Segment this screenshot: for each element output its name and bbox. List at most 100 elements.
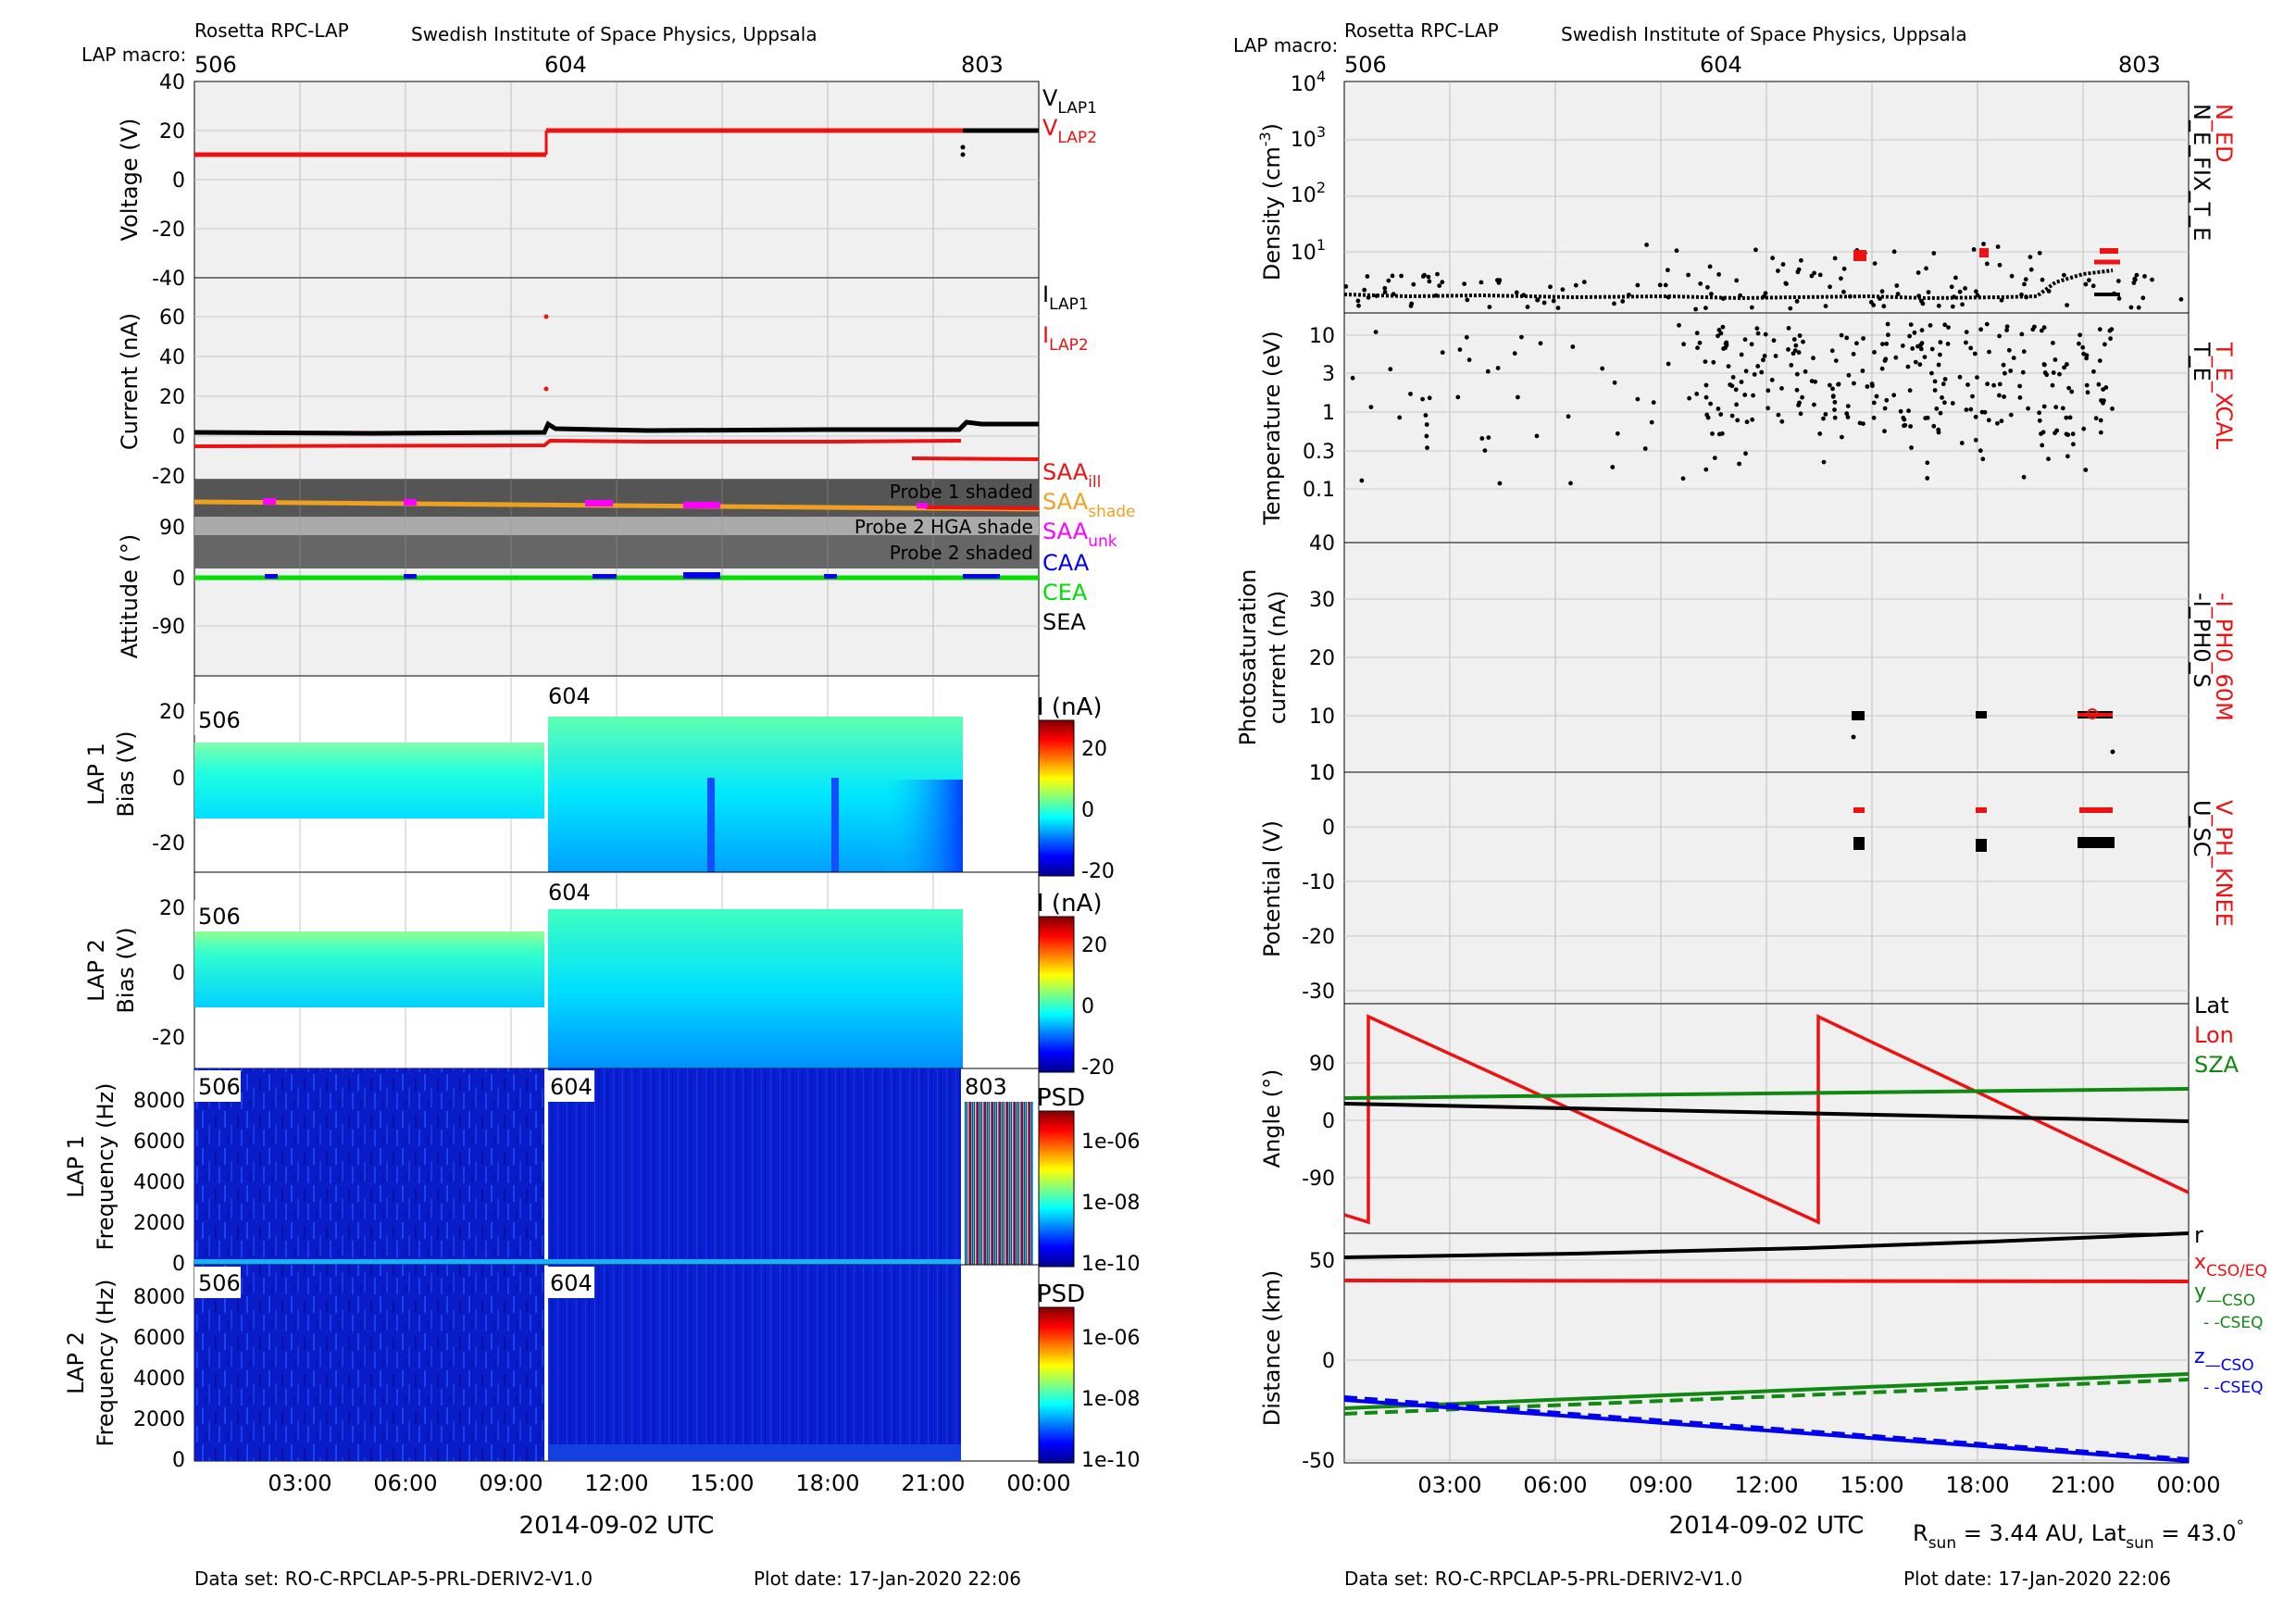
lap2-psd-colorbar <box>1038 1306 1075 1464</box>
lap2-bias-ylabel-2: Bias (V) <box>113 927 139 1013</box>
attitude-saa-unk-mark <box>917 503 928 508</box>
scatter-point <box>1697 340 1703 345</box>
lap2-psd-ytick: 6000 <box>133 1327 185 1350</box>
scatter-point <box>1729 383 1735 389</box>
lap1-psd-tag-803: 803 <box>965 1074 1007 1100</box>
lap2-tag-604-bg <box>548 1267 594 1298</box>
lap1-bias-fade <box>880 780 963 872</box>
time-tick-label: 21:00 <box>2051 1472 2115 1498</box>
scatter-point <box>2032 324 2037 330</box>
scatter-point <box>1753 247 1758 253</box>
lap1-psd-cbar-title: PSD <box>1037 1084 1085 1112</box>
scatter-point <box>1879 366 1885 371</box>
scatter-point <box>1925 415 1930 420</box>
scatter-point <box>2065 432 2071 437</box>
scatter-point <box>2041 325 2047 331</box>
distance-legend-z-cseq: - -CSEQ <box>2203 1379 2263 1397</box>
scatter-point <box>1986 418 1991 423</box>
scatter-point <box>1420 396 1425 402</box>
scatter-point <box>2046 289 2052 294</box>
current-ytick-0: 0 <box>172 426 185 449</box>
scatter-point <box>1915 270 1921 275</box>
lap2-bias-colorbar <box>1038 916 1075 1073</box>
scatter-point <box>1860 369 1866 373</box>
scatter-point <box>1801 339 1805 344</box>
scatter-point <box>1872 350 1877 355</box>
photo-ytick: 30 <box>1309 589 1335 612</box>
potential-ytick: 0 <box>1322 817 1335 840</box>
scatter-point <box>1620 299 1626 304</box>
panel-lap1-psd: 506 604 803 8000 6000 4000 2000 0 LAP 1 … <box>63 1068 1140 1276</box>
scatter-point <box>1931 423 1937 429</box>
time-tick-label: 18:00 <box>1945 1472 2009 1498</box>
scatter-point <box>1836 381 1841 387</box>
lap1-psd-ylabel-2: Frequency (Hz) <box>93 1083 119 1251</box>
attitude-saa-unk-mark <box>683 502 720 508</box>
scatter-point <box>1635 282 1641 288</box>
scatter-point <box>1909 445 1914 450</box>
scatter-point <box>1743 451 1748 456</box>
potential-ytick: -30 <box>1302 981 1335 1004</box>
temperature-scatter-sparse <box>1350 322 1691 486</box>
scatter-point <box>1615 431 1620 436</box>
scatter-point <box>1999 418 2004 424</box>
scatter-point <box>1960 302 1965 307</box>
scatter-point <box>1686 272 1691 278</box>
scatter-point <box>1551 298 1556 304</box>
scatter-point <box>1411 281 1416 287</box>
lap2-psd-cbar-tick: 1e-10 <box>1081 1449 1140 1472</box>
scatter-point <box>2097 358 2103 363</box>
scatter-point <box>2053 405 2059 410</box>
scatter-point <box>1893 355 1899 360</box>
left-footer-dataset: Data set: RO-C-RPCLAP-5-PRL-DERIV2-V1.0 <box>194 1568 593 1590</box>
temperature-ylabel: Temperature (eV) <box>1259 331 1285 526</box>
current-ilap2-line <box>193 438 962 448</box>
density-legend-nfix: N_E_FIX_T_E <box>2189 104 2215 241</box>
scatter-point <box>1796 350 1802 356</box>
scatter-point <box>1922 355 1928 359</box>
scatter-point <box>1521 293 1527 298</box>
voltage-legend-vlap1: VLAP1 <box>1042 85 1097 118</box>
temperature-legend-te: T_E <box>2189 342 2215 381</box>
lap2-psd-ytick: 0 <box>172 1449 185 1472</box>
density-ytick: 102 <box>1291 179 1326 207</box>
scatter-point <box>1786 347 1791 352</box>
scatter-point <box>1832 415 1838 420</box>
lap2-psd-cbar-tick: 1e-06 <box>1081 1327 1140 1350</box>
lap2-tag-506: 506 <box>198 904 241 930</box>
scatter-point <box>1970 394 1975 399</box>
scatter-point <box>1771 338 1777 344</box>
scatter-point <box>1657 282 1663 288</box>
scatter-point <box>1950 304 1955 309</box>
scatter-point <box>1997 333 2003 339</box>
scatter-point <box>1749 342 1754 347</box>
photo-ytick-bottom: 10 <box>1309 762 1335 785</box>
attitude-caa-mark <box>683 572 720 579</box>
lap2-psd-cbar-title: PSD <box>1037 1280 1085 1308</box>
scatter-point <box>1651 400 1656 406</box>
scatter-point <box>1900 344 1905 348</box>
scatter-point <box>1366 294 1371 300</box>
scatter-point <box>2037 250 2042 256</box>
photo-legend-s: -I_PH0_S <box>2189 593 2215 688</box>
scatter-point <box>2097 327 2103 332</box>
scatter-point <box>2142 274 2147 279</box>
scatter-point <box>1791 337 1797 342</box>
time-tick-label: 18:00 <box>795 1470 859 1496</box>
scatter-point <box>1427 279 1432 284</box>
lap1-bias-ytick-20: 20 <box>159 701 185 724</box>
lap1-bias-ylabel-2: Bias (V) <box>113 731 139 817</box>
scatter-point <box>1841 266 1847 271</box>
scatter-point <box>2004 324 2010 330</box>
scatter-point <box>1832 407 1837 412</box>
scatter-point <box>1959 441 1965 445</box>
scatter-point <box>1649 419 1654 425</box>
scatter-point <box>1423 413 1429 418</box>
lap1-tag-604-bg <box>548 680 594 711</box>
density-ned-mark <box>1979 248 1989 257</box>
scatter-point <box>1968 345 1974 351</box>
scatter-point <box>1924 266 1928 271</box>
scatter-point <box>1382 285 1388 291</box>
scatter-point <box>1932 379 1938 384</box>
scatter-point <box>1742 393 1748 397</box>
